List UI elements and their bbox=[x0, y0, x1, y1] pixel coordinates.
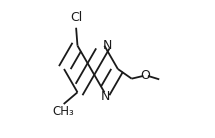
Text: O: O bbox=[141, 69, 150, 82]
Text: N: N bbox=[103, 39, 112, 51]
Text: CH₃: CH₃ bbox=[52, 105, 74, 118]
Text: N: N bbox=[101, 90, 111, 103]
Text: Cl: Cl bbox=[70, 11, 82, 24]
